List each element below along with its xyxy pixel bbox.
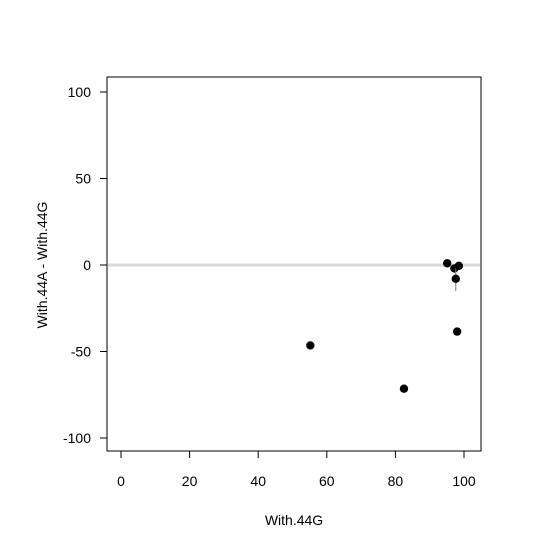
x-tick-label: 40 <box>250 473 266 489</box>
y-tick-label: 0 <box>83 257 91 273</box>
y-tick-label: 100 <box>68 84 92 100</box>
y-tick-label: 50 <box>75 171 91 187</box>
x-tick-label: 80 <box>388 473 404 489</box>
x-tick-label: 100 <box>452 473 476 489</box>
x-tick-label: 20 <box>182 473 198 489</box>
data-point <box>451 274 460 284</box>
data-point <box>454 261 464 271</box>
x-axis-title: With.44G <box>265 512 323 528</box>
y-tick-label: -100 <box>63 430 91 446</box>
y-axis-title: With.44A - With.44G <box>34 202 50 329</box>
data-point <box>442 259 452 268</box>
data-point <box>452 327 462 336</box>
data-point <box>306 341 315 350</box>
y-tick-label: -50 <box>71 344 91 360</box>
data-point <box>399 384 409 393</box>
x-tick-label: 60 <box>319 473 335 489</box>
x-tick-label: 0 <box>117 473 125 489</box>
